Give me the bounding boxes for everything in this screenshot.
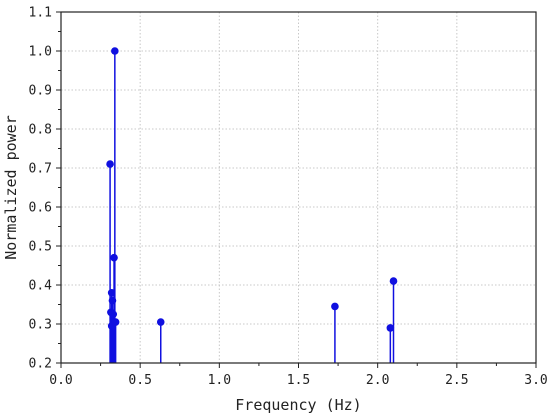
x-tick-label: 0.0 (49, 373, 72, 388)
x-tick-label: 2.5 (445, 373, 468, 388)
x-tick-label: 3.0 (524, 373, 547, 388)
stem-marker (111, 318, 120, 326)
x-tick-label: 1.5 (287, 373, 310, 388)
stem-marker (331, 302, 339, 311)
y-tick-label: 0.4 (29, 279, 53, 294)
y-tick-label: 0.7 (29, 162, 52, 177)
stem-marker (110, 253, 118, 262)
x-tick-label: 1.0 (208, 373, 231, 388)
stem-series (106, 47, 398, 363)
stem-marker (386, 324, 395, 332)
stem-marker (156, 318, 165, 326)
x-tick-label: 2.0 (366, 373, 389, 388)
y-tick-label: 1.1 (29, 6, 52, 21)
stem-marker (389, 277, 398, 285)
axis-ticks (56, 11, 537, 368)
stem-marker (109, 310, 118, 319)
tick-labels: 0.0 0.5 1.0 1.5 2.0 2.5 3.0 0.2 0.3 0.4 0.5 0.6 0.7 0… (29, 6, 548, 389)
x-tick-label: 0.5 (128, 373, 151, 388)
y-tick-label: 0.3 (29, 318, 52, 333)
y-tick-label: 0.6 (29, 201, 52, 216)
y-tick-label: 0.8 (29, 123, 52, 138)
y-tick-label: 1.0 (29, 45, 52, 60)
grid (61, 12, 536, 363)
stem-marker (111, 47, 119, 55)
y-axis-title: Normalized power (2, 115, 20, 260)
y-tick-label: 0.5 (29, 240, 52, 255)
x-axis-title: Frequency (Hz) (235, 396, 361, 414)
y-tick-label: 0.2 (29, 357, 52, 372)
stem-marker (106, 160, 114, 168)
plot-frame (60, 11, 537, 364)
y-tick-label: 0.9 (29, 84, 52, 99)
